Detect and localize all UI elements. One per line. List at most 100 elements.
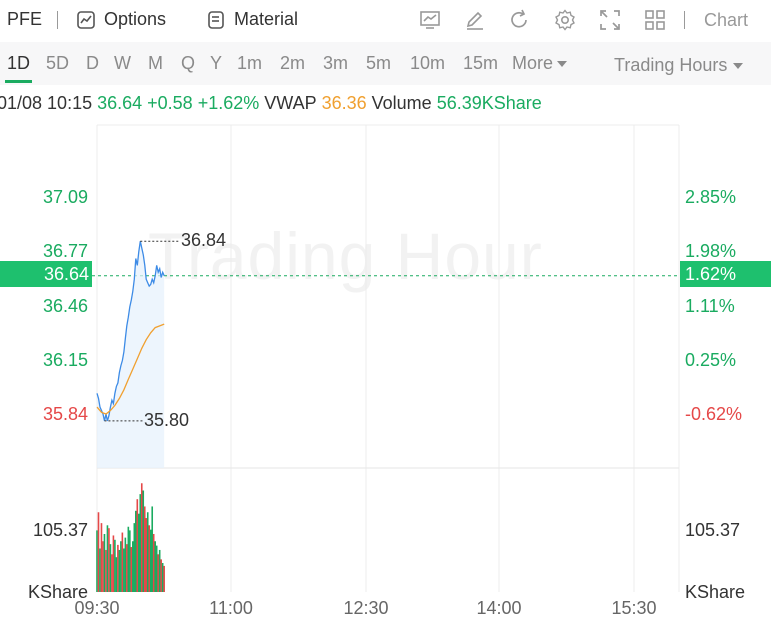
quote-change: +0.58: [147, 93, 193, 113]
volume-bar: [143, 506, 146, 592]
volume-bar: [121, 532, 124, 592]
current-percent-tag: 1.62%: [680, 261, 771, 287]
timeframe-bar: 1D 5D D W M Q Y 1m 2m 3m 5m 10m 15m More…: [0, 42, 771, 85]
volume-bar: [149, 529, 152, 592]
chevron-down-icon: [733, 62, 744, 69]
low-price-label: 35.80: [144, 410, 190, 430]
volume-bar: [130, 547, 133, 592]
chart-grid: [92, 124, 680, 592]
price-tick-label: 36.15: [42, 350, 88, 370]
volume-bar: [117, 544, 119, 592]
timeframe-q[interactable]: Q: [181, 53, 196, 73]
time-tick-label: 09:30: [74, 598, 120, 618]
timeframe-1m[interactable]: 1m: [237, 53, 263, 73]
volume-bar: [111, 554, 113, 592]
percent-tick-label: 1.11%: [685, 296, 735, 316]
volume-bar: [133, 523, 136, 592]
timeframe-w[interactable]: W: [114, 53, 131, 73]
quote-datetime: 01/08 10:15: [0, 93, 93, 113]
volume-bar: [124, 537, 127, 592]
price-tick-label: 36.46: [42, 296, 88, 316]
volume-bar: [146, 512, 149, 592]
time-tick-label: 15:30: [611, 598, 657, 618]
quote-change-pct: +1.62%: [197, 93, 260, 113]
options-button[interactable]: Options: [76, 9, 166, 30]
volume-bar: [132, 541, 134, 592]
draw-pen-icon[interactable]: [463, 8, 487, 32]
timeframe-5d[interactable]: 5D: [46, 53, 70, 73]
symbol-label[interactable]: PFE: [7, 9, 43, 29]
grid-layout-icon[interactable]: [643, 8, 667, 32]
volume-bar: [96, 530, 98, 592]
volume-bar: [114, 539, 116, 592]
volume-bars: [96, 483, 165, 592]
volume-bar: [106, 525, 109, 592]
volume-value: 56.39KShare: [436, 93, 542, 113]
volume-unit-label: KShare: [27, 582, 88, 602]
volume-bar: [158, 549, 161, 592]
price-tick-label: 37.09: [42, 187, 88, 207]
timeframe-3m[interactable]: 3m: [323, 53, 349, 73]
trend-chart-icon[interactable]: [418, 8, 442, 32]
timeframe-d[interactable]: D: [86, 53, 99, 73]
timeframe-1d[interactable]: 1D: [7, 53, 31, 73]
current-price-tag: 36.64: [0, 261, 92, 287]
active-timeframe-indicator: [5, 80, 32, 83]
volume-bar: [120, 541, 122, 592]
time-tick-label: 12:30: [343, 598, 389, 618]
volume-bar: [105, 549, 107, 592]
volume-bar: [99, 548, 101, 592]
volume-bar: [115, 557, 118, 592]
volume-bar: [160, 559, 162, 592]
volume-bar: [142, 490, 145, 592]
toolbar-divider: [684, 11, 685, 29]
price-tick-label: 36.77: [42, 241, 88, 261]
volume-bar: [151, 506, 154, 592]
timeframe-2m[interactable]: 2m: [280, 53, 306, 73]
price-tick-label: 35.84: [42, 404, 88, 424]
material-button[interactable]: Material: [206, 9, 298, 30]
volume-bar: [161, 563, 164, 592]
more-label: More: [512, 53, 554, 73]
chart-menu[interactable]: Chart: [704, 10, 749, 30]
volume-bar: [108, 528, 110, 592]
more-timeframes-dropdown[interactable]: More: [512, 53, 568, 74]
quote-price: 36.64: [97, 93, 143, 113]
document-icon: [208, 10, 224, 29]
options-label: Options: [104, 9, 167, 29]
volume-bar: [100, 523, 103, 592]
percent-tick-label: 0.25%: [685, 350, 737, 370]
volume-bar: [137, 513, 140, 592]
volume-bar: [127, 526, 130, 592]
volume-bar: [97, 512, 100, 592]
volume-bar: [102, 541, 104, 592]
volume-bar: [157, 554, 159, 592]
fullscreen-icon[interactable]: [598, 8, 622, 32]
timeframe-10m[interactable]: 10m: [410, 53, 446, 73]
volume-bar: [140, 483, 143, 592]
trading-hours-dropdown[interactable]: Trading Hours: [614, 55, 744, 76]
volume-bar: [112, 535, 115, 592]
timeframe-15m[interactable]: 15m: [463, 53, 499, 73]
volume-bar: [148, 525, 151, 592]
trading-hour-watermark: Trading Hour: [148, 219, 543, 293]
chevron-down-icon: [557, 60, 568, 67]
timeframe-5m[interactable]: 5m: [366, 53, 392, 73]
volume-label: Volume: [371, 93, 432, 113]
volume-bar: [163, 565, 165, 592]
volume-tick-label: 105.37: [32, 520, 88, 540]
volume-bar: [123, 548, 125, 592]
percent-tick-label: -0.62%: [685, 404, 743, 424]
volume-bar: [103, 534, 106, 592]
settings-gear-icon[interactable]: [553, 8, 577, 32]
timeframe-y[interactable]: Y: [210, 53, 223, 73]
vwap-line: [96, 323, 165, 415]
volume-bar: [136, 499, 139, 592]
timeframe-m[interactable]: M: [148, 53, 163, 73]
percent-tick-label: 2.85%: [685, 187, 737, 207]
refresh-icon[interactable]: [507, 8, 531, 32]
volume-unit-label: KShare: [685, 582, 746, 602]
volume-bar: [154, 541, 156, 592]
volume-bar: [126, 544, 128, 592]
